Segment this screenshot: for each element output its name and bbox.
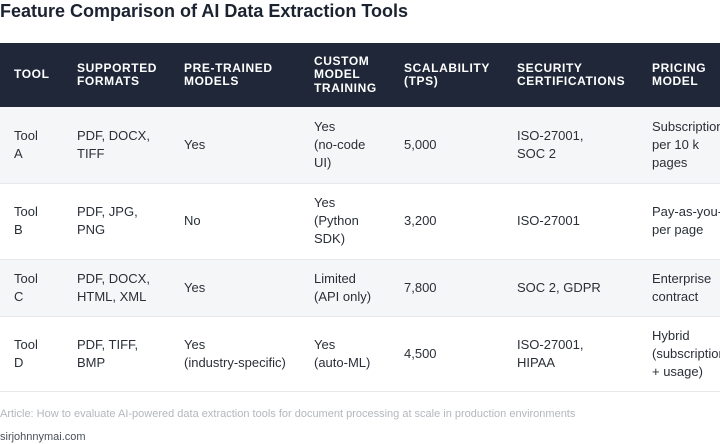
cell-tool: Tool A (0, 107, 63, 184)
cell-custom-training: Yes (Python SDK) (300, 183, 390, 260)
cell-scalability: 7,800 (390, 259, 503, 317)
cell-pretrained: Yes (industry-specific) (170, 316, 300, 392)
header-supported-formats: SUPPORTED FORMATS (63, 43, 170, 107)
cell-custom-training: Yes (no-code UI) (300, 107, 390, 184)
header-tool: TOOL (0, 43, 63, 107)
header-custom-model-training: CUSTOM MODEL TRAINING (300, 43, 390, 107)
cell-tool: Tool C (0, 259, 63, 317)
cell-formats: PDF, TIFF, BMP (63, 316, 170, 392)
source-credit: sirjohnnymai.com (0, 431, 86, 443)
cell-scalability: 5,000 (390, 107, 503, 184)
cell-security: ISO-27001 (503, 183, 638, 260)
table-row: Tool B PDF, JPG, PNG No Yes (Python SDK)… (0, 183, 720, 260)
page-title: Feature Comparison of AI Data Extraction… (0, 1, 409, 21)
table-row: Tool D PDF, TIFF, BMP Yes (industry-spec… (0, 316, 720, 392)
cell-pretrained: Yes (170, 259, 300, 317)
cell-custom-training: Limited (API only) (300, 259, 390, 317)
table-row: Tool C PDF, DOCX, HTML, XML Yes Limited … (0, 259, 720, 317)
header-security-certifications: SECURITY CERTIFICATIONS (503, 43, 638, 107)
cell-pricing: Subscription per 10 k pages (638, 107, 720, 184)
table-header-row: TOOL SUPPORTED FORMATS PRE-TRAINED MODEL… (0, 43, 720, 107)
cell-formats: PDF, DOCX, HTML, XML (63, 259, 170, 317)
comparison-table: TOOL SUPPORTED FORMATS PRE-TRAINED MODEL… (0, 43, 720, 392)
header-scalability: SCALABILITY (TPS) (390, 43, 503, 107)
cell-security: ISO-27001, SOC 2 (503, 107, 638, 184)
cell-custom-training: Yes (auto-ML) (300, 316, 390, 392)
cell-pricing: Hybrid (subscription + usage) (638, 316, 720, 392)
cell-pretrained: Yes (170, 107, 300, 184)
cell-formats: PDF, JPG, PNG (63, 183, 170, 260)
header-pre-trained-models: PRE-TRAINED MODELS (170, 43, 300, 107)
cell-security: ISO-27001, HIPAA (503, 316, 638, 392)
cell-tool: Tool D (0, 316, 63, 392)
header-pricing-model: PRICING MODEL (638, 43, 720, 107)
cell-pricing: Enterprise contract (638, 259, 720, 317)
cell-security: SOC 2, GDPR (503, 259, 638, 317)
cell-tool: Tool B (0, 183, 63, 260)
cell-pricing: Pay-as-you-go per page (638, 183, 720, 260)
cell-scalability: 4,500 (390, 316, 503, 392)
cell-pretrained: No (170, 183, 300, 260)
cell-formats: PDF, DOCX, TIFF (63, 107, 170, 184)
table-row: Tool A PDF, DOCX, TIFF Yes Yes (no-code … (0, 107, 720, 184)
cell-scalability: 3,200 (390, 183, 503, 260)
article-caption: Article: How to evaluate AI-powered data… (0, 408, 576, 420)
